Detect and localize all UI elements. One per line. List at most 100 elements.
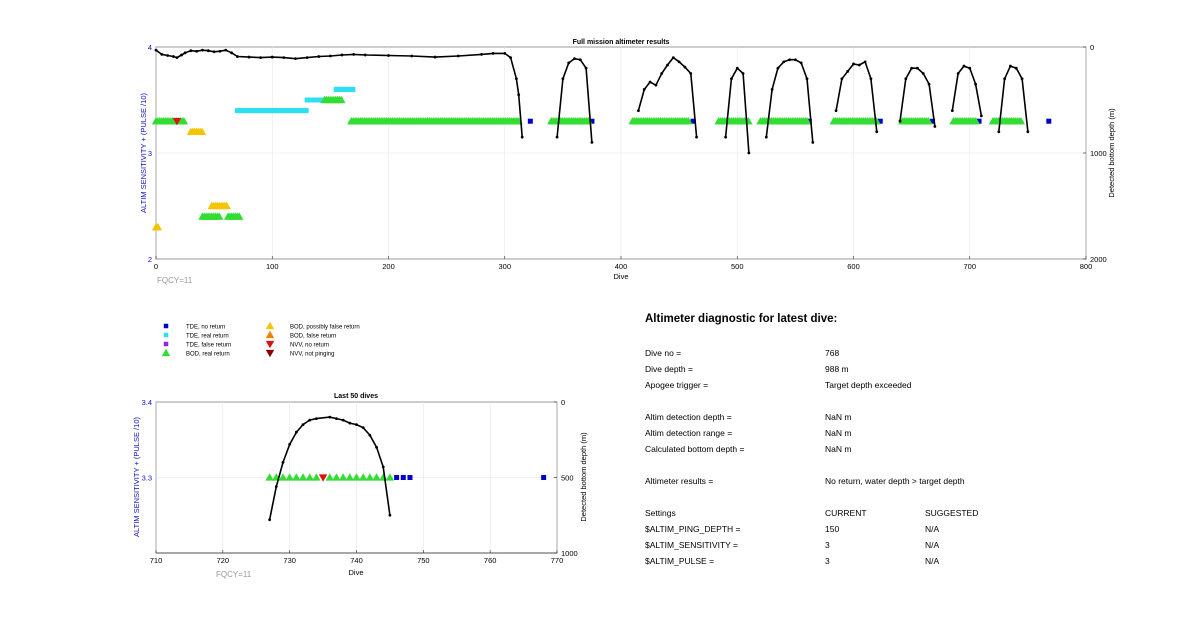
y-tick-label: 3.4 — [142, 398, 152, 407]
dive-no-value: 768 — [825, 348, 840, 358]
diagnostic-title: Altimeter diagnostic for latest dive: — [645, 313, 838, 325]
depth-point — [555, 135, 559, 139]
calc-bottom-label: Calculated bottom depth = — [645, 444, 745, 454]
depth-point — [730, 77, 733, 81]
bod-real-return-marker — [372, 473, 381, 481]
bod-real-return-marker — [872, 117, 881, 125]
dive-no-label: Dive no = — [645, 348, 682, 358]
bod-real-return-marker — [924, 117, 933, 125]
bod-real-return-marker — [312, 473, 321, 481]
legend-label: NVV, not pinging — [290, 352, 334, 358]
depth-point — [904, 77, 908, 81]
depth-point — [724, 135, 728, 139]
depth-point — [235, 55, 239, 58]
depth-point — [1020, 77, 1024, 81]
top-chart-title: Full mission altimeter results — [573, 39, 670, 46]
depth-point — [503, 51, 507, 55]
depth-point — [166, 54, 170, 57]
apogee-value: Target depth exceeded — [825, 380, 912, 390]
y-tick-label: 3.3 — [142, 474, 152, 483]
x-tick-label: 400 — [615, 262, 628, 271]
depth-point — [224, 48, 228, 52]
bod-real-return-marker — [358, 473, 368, 481]
depth-point — [172, 55, 175, 58]
depth-profile-line — [268, 416, 391, 520]
depth-point — [950, 109, 954, 112]
y2-tick-label: 500 — [561, 474, 574, 483]
depth-point — [517, 93, 521, 97]
depth-point — [388, 513, 392, 517]
depth-point — [567, 61, 571, 65]
ping-depth-current: 150 — [825, 524, 840, 534]
depth-point — [846, 69, 850, 73]
pulse-suggested: N/A — [925, 556, 940, 566]
bod-real-return-marker — [235, 212, 244, 220]
bod-real-return-marker — [292, 473, 301, 481]
depth-point — [788, 58, 791, 62]
bod-real-return-marker — [265, 473, 274, 481]
bod-real-return-marker — [385, 473, 395, 481]
tde-no-return-marker — [407, 475, 413, 480]
depth-point — [834, 109, 838, 112]
depth-point — [666, 63, 669, 67]
legend-triangle-down-icon — [265, 340, 275, 349]
depth-point — [770, 88, 774, 91]
depth-point — [491, 51, 495, 55]
detect-range-label: Altim detection range = — [645, 428, 733, 438]
bottom-markers — [265, 473, 547, 482]
depth-point — [741, 72, 745, 75]
nvv-no-return-marker — [318, 474, 328, 482]
depth-point — [160, 53, 164, 56]
depth-point — [782, 60, 786, 64]
legend-item: NVV, not pinging — [265, 349, 334, 358]
tde-no-return-marker — [394, 475, 400, 480]
depth-point — [642, 88, 646, 91]
depth-point — [348, 421, 352, 425]
detect-depth-label: Altim detection depth = — [645, 412, 732, 422]
settings-label: Settings — [645, 508, 676, 518]
results-label: Altimeter results = — [645, 476, 714, 486]
y2-tick-label: 2000 — [1090, 255, 1107, 264]
tde-no-return-marker — [1046, 118, 1052, 124]
x-tick-label: 800 — [1080, 262, 1093, 271]
top-depth-profiles — [154, 48, 1030, 155]
tde-no-return-marker — [541, 475, 547, 480]
dive-depth-label: Dive depth = — [645, 364, 693, 374]
depth-point — [308, 418, 312, 422]
depth-point — [281, 461, 285, 464]
full-mission-chart: 0 100 200 300 400 500 600 700 800 2 3 4 0 1000 2000 Fu… — [139, 39, 1116, 285]
bod-real-return-marker — [215, 212, 224, 220]
x-tick-label: 0 — [154, 262, 158, 271]
sensitivity-label: $ALTIM_SENSITIVITY = — [645, 540, 738, 550]
depth-point — [368, 433, 372, 437]
depth-point — [268, 518, 272, 522]
depth-point — [811, 141, 815, 144]
bod-real-return-marker — [971, 117, 980, 125]
bottom-x-axis-label: Dive — [348, 568, 363, 577]
x-tick-label: 300 — [498, 262, 511, 271]
x-tick-label: 730 — [283, 556, 296, 565]
depth-point — [294, 430, 298, 434]
depth-point — [910, 66, 914, 70]
depth-point — [301, 423, 305, 427]
depth-point — [201, 48, 204, 52]
detect-range-value: NaN m — [825, 428, 852, 438]
tde-no-return-marker — [589, 118, 595, 124]
sensitivity-current: 3 — [825, 540, 830, 550]
depth-point — [561, 77, 565, 81]
depth-point — [480, 53, 483, 56]
depth-point — [340, 53, 344, 57]
depth-point — [315, 417, 318, 421]
depth-point — [660, 72, 664, 75]
bod-real-return-marker — [325, 473, 334, 481]
depth-point — [363, 53, 367, 57]
depth-point — [805, 77, 809, 81]
depth-point — [520, 135, 524, 139]
y-tick-label: 2 — [148, 255, 152, 264]
depth-point — [578, 58, 582, 62]
depth-point — [573, 57, 576, 61]
depth-point — [683, 65, 687, 69]
depth-point — [212, 50, 216, 54]
legend-triangle-up-icon — [265, 330, 275, 339]
